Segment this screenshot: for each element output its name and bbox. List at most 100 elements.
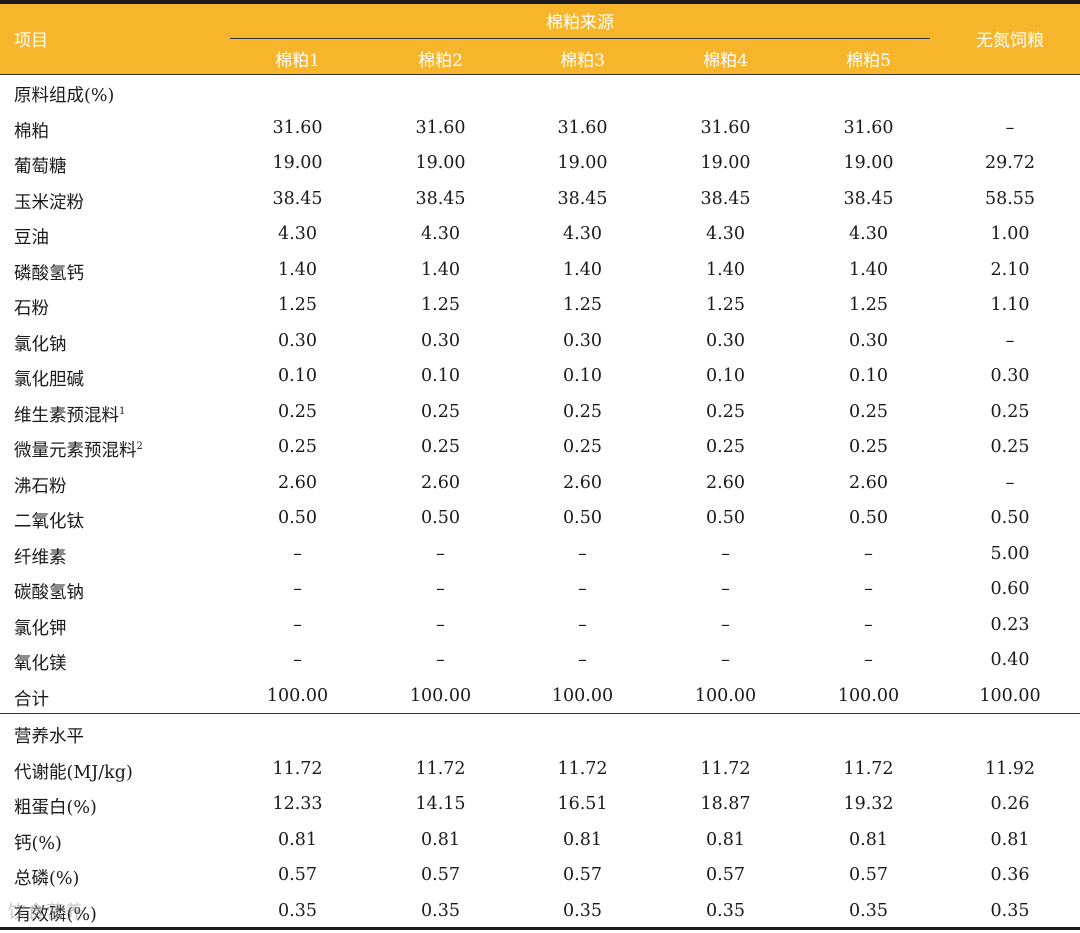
- cell-cottonseed-meal-1: –: [293, 543, 302, 564]
- cell-cottonseed-meal-5: –: [864, 543, 873, 564]
- row-label-text: 粗蛋白(%): [14, 798, 97, 818]
- section-rule: [0, 713, 1080, 714]
- cell-cottonseed-meal-4: 19.00: [700, 153, 751, 173]
- row-label: 氯化胆碱: [14, 366, 84, 391]
- table-row: 磷酸氢钙 1.40 1.40 1.40 1.40 1.40 2.10: [0, 254, 1080, 290]
- table-row: 原料组成(%): [0, 76, 1080, 112]
- cell-nitrogen-free-diet: 100.00: [979, 685, 1041, 706]
- table-row: 微量元素预混料2 0.25 0.25 0.25 0.25 0.25 0.25: [0, 431, 1080, 467]
- table-row: 营养水平: [0, 717, 1080, 753]
- table-header: 项目 棉粕来源 棉粕1 棉粕2 棉粕3 棉粕4 棉粕5 无氮饲粮: [0, 4, 1080, 74]
- cell-cottonseed-meal-5: 0.25: [849, 437, 888, 457]
- cell-cottonseed-meal-1: 0.81: [278, 829, 317, 850]
- cell-cottonseed-meal-2: 31.60: [415, 117, 466, 138]
- header-rule: [0, 74, 1080, 75]
- cell-cottonseed-meal-4: 11.72: [700, 758, 751, 779]
- cell-cottonseed-meal-3: 100.00: [551, 685, 614, 706]
- cell-cottonseed-meal-4: 0.25: [706, 437, 745, 457]
- row-label: 二氧化钛: [14, 508, 84, 533]
- row-label-text: 氧化镁: [14, 654, 67, 674]
- cell-cottonseed-meal-2: 1.40: [421, 259, 460, 280]
- cell-cottonseed-meal-1: 0.25: [278, 401, 317, 422]
- cell-nitrogen-free-diet: 0.23: [990, 614, 1030, 635]
- cell-nitrogen-free-diet: 0.36: [990, 865, 1030, 885]
- cell-cottonseed-meal-1: 4.30: [278, 224, 317, 244]
- row-label: 原料组成(%): [14, 82, 114, 107]
- row-label-text: 氯化钾: [14, 618, 67, 639]
- cell-cottonseed-meal-5: 2.60: [849, 472, 888, 493]
- cell-cottonseed-meal-5: 4.30: [849, 224, 888, 244]
- table-row: 纤维素 – – – – – 5.00: [0, 538, 1080, 574]
- cell-cottonseed-meal-5: 31.60: [843, 117, 894, 138]
- cell-cottonseed-meal-5: 0.30: [849, 330, 888, 351]
- cell-cottonseed-meal-3: –: [578, 650, 587, 670]
- cell-cottonseed-meal-3: 0.30: [563, 330, 602, 351]
- cell-cottonseed-meal-4: 38.45: [700, 188, 751, 209]
- cell-cottonseed-meal-5: 0.25: [849, 401, 888, 422]
- cell-cottonseed-meal-5: 0.35: [849, 900, 888, 921]
- row-label-text: 沸石粉: [14, 476, 67, 497]
- row-label-text: 钙(%): [14, 833, 62, 854]
- row-label-text: 玉米淀粉: [14, 192, 84, 213]
- cell-cottonseed-meal-2: 14.15: [415, 794, 466, 814]
- cell-cottonseed-meal-3: 1.25: [563, 295, 602, 315]
- cell-cottonseed-meal-1: 38.45: [272, 188, 323, 209]
- cell-nitrogen-free-diet: 0.30: [990, 366, 1030, 386]
- cell-cottonseed-meal-2: 0.30: [421, 330, 460, 351]
- cell-cottonseed-meal-4: 2.60: [706, 472, 745, 493]
- row-label-text: 葡萄糖: [14, 157, 67, 177]
- cell-nitrogen-free-diet: 0.60: [990, 579, 1030, 599]
- row-label-text: 总磷(%): [14, 869, 80, 889]
- table-row: 棉粕 31.60 31.60 31.60 31.60 31.60 –: [0, 112, 1080, 148]
- cell-cottonseed-meal-2: 19.00: [415, 153, 466, 173]
- cell-cottonseed-meal-5: 0.10: [849, 366, 888, 386]
- table-row: 石粉 1.25 1.25 1.25 1.25 1.25 1.10: [0, 289, 1080, 325]
- cell-cottonseed-meal-3: 31.60: [557, 117, 608, 138]
- cell-cottonseed-meal-2: 0.81: [421, 829, 460, 850]
- row-label: 有效磷(%): [14, 901, 97, 926]
- row-label: 氯化钾: [14, 615, 67, 640]
- cell-nitrogen-free-diet: 5.00: [990, 543, 1030, 564]
- table-row: 钙(%) 0.81 0.81 0.81 0.81 0.81 0.81: [0, 824, 1080, 860]
- row-label: 粗蛋白(%): [14, 794, 97, 819]
- cell-nitrogen-free-diet: 0.26: [990, 794, 1030, 814]
- row-label-text: 氯化钠: [14, 334, 67, 355]
- table-row: 代谢能(MJ/kg) 11.72 11.72 11.72 11.72 11.72 11.92: [0, 753, 1080, 789]
- header-sub-5: 棉粕5: [846, 51, 891, 71]
- footnote-marker: 1: [119, 405, 126, 417]
- cell-cottonseed-meal-1: –: [293, 650, 302, 670]
- cell-cottonseed-meal-5: 0.57: [849, 865, 888, 885]
- header-sub-1: 棉粕1: [275, 51, 320, 71]
- cell-cottonseed-meal-1: 1.25: [278, 295, 317, 315]
- cell-cottonseed-meal-4: –: [721, 579, 730, 599]
- cell-nitrogen-free-diet: –: [1005, 330, 1015, 351]
- table-row: 沸石粉 2.60 2.60 2.60 2.60 2.60 –: [0, 467, 1080, 503]
- cell-cottonseed-meal-2: 1.25: [421, 295, 460, 315]
- table-row: 氯化胆碱 0.10 0.10 0.10 0.10 0.10 0.30: [0, 360, 1080, 396]
- cell-nitrogen-free-diet: 1.10: [990, 295, 1030, 315]
- table-top-rule: [0, 0, 1080, 4]
- row-label: 氧化镁: [14, 650, 67, 675]
- cell-cottonseed-meal-3: 11.72: [557, 758, 608, 779]
- cell-cottonseed-meal-5: 19.00: [843, 153, 894, 173]
- row-label: 总磷(%): [14, 865, 79, 890]
- cell-cottonseed-meal-3: 0.81: [563, 829, 602, 850]
- row-label: 钙(%): [14, 830, 62, 855]
- table-row: 粗蛋白(%) 12.33 14.15 16.51 18.87 19.32 0.26: [0, 788, 1080, 824]
- cell-nitrogen-free-diet: 0.25: [990, 401, 1030, 422]
- row-label-text: 二氧化钛: [14, 512, 84, 532]
- table-row: 氯化钠 0.30 0.30 0.30 0.30 0.30 –: [0, 325, 1080, 361]
- row-label: 碳酸氢钠: [14, 579, 84, 604]
- row-label-text: 代谢能(MJ/kg): [14, 762, 133, 783]
- row-label-text: 合计: [14, 689, 49, 710]
- header-last: 无氮饲粮: [976, 31, 1044, 51]
- cell-cottonseed-meal-5: 0.81: [849, 829, 888, 850]
- row-label: 氯化钠: [14, 331, 67, 356]
- cell-nitrogen-free-diet: 1.00: [990, 224, 1030, 244]
- cell-cottonseed-meal-3: –: [578, 614, 587, 635]
- cell-cottonseed-meal-4: 0.30: [706, 330, 745, 351]
- row-label-text: 氯化胆碱: [14, 370, 84, 390]
- cell-cottonseed-meal-5: –: [864, 614, 873, 635]
- cell-cottonseed-meal-4: 31.60: [700, 117, 751, 138]
